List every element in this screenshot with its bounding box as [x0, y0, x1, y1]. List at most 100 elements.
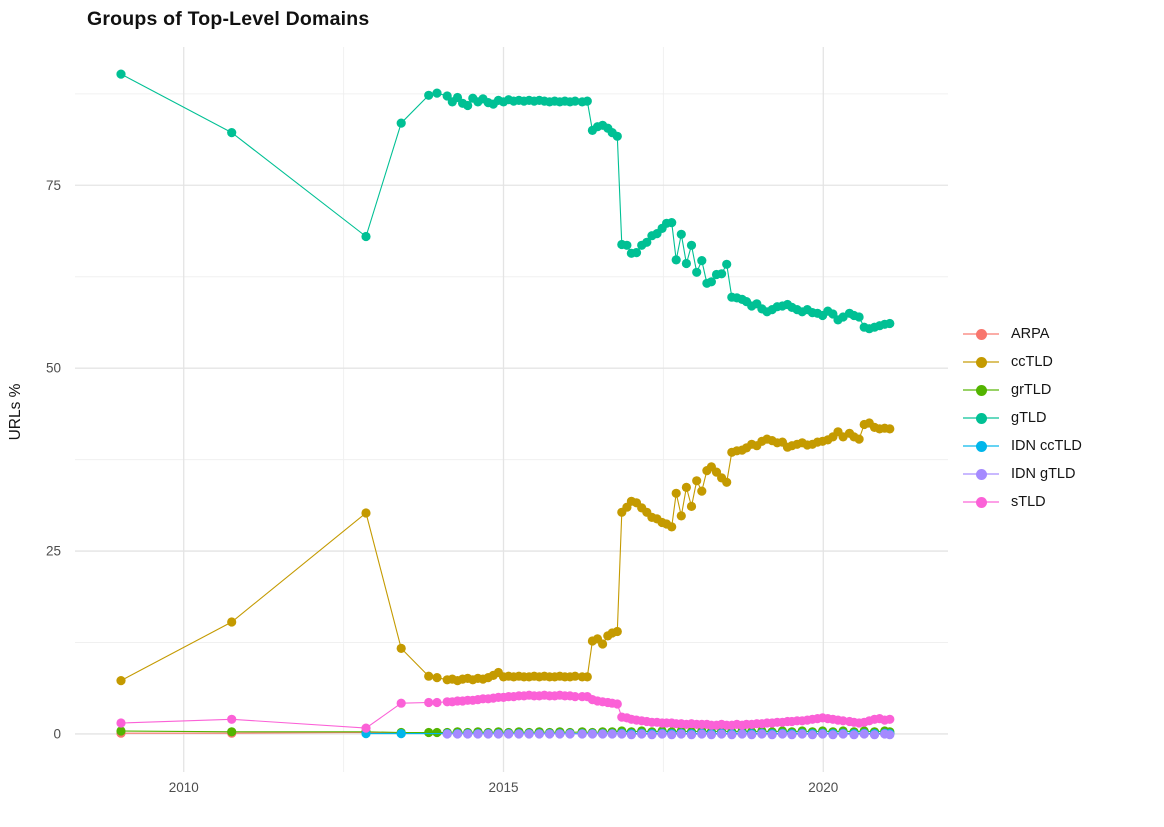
data-point: [647, 730, 657, 740]
data-point: [727, 730, 737, 740]
data-point: [849, 730, 859, 740]
data-point: [681, 258, 692, 269]
data-point: [442, 729, 452, 739]
data-point: [717, 269, 727, 279]
data-point: [686, 501, 697, 511]
data-point: [545, 729, 555, 739]
data-point: [767, 730, 777, 740]
legend-item-grtld: grTLD: [963, 376, 1163, 404]
data-point: [227, 128, 237, 138]
data-point: [667, 522, 677, 532]
data-point: [396, 643, 406, 654]
data-point: [582, 96, 592, 106]
legend-label: ARPA: [1011, 326, 1050, 342]
data-point: [885, 424, 895, 434]
data-point: [116, 676, 126, 686]
x-tick-label: 2010: [169, 780, 199, 795]
data-point: [676, 229, 686, 239]
data-point: [424, 697, 434, 708]
data-point: [565, 729, 575, 739]
data-point: [607, 729, 617, 739]
data-point: [787, 730, 797, 740]
data-point: [587, 729, 598, 739]
legend-item-idn-gtld: IDN gTLD: [963, 460, 1163, 488]
y-tick-label: 25: [46, 544, 61, 559]
data-point: [626, 730, 637, 740]
data-point: [854, 434, 864, 444]
data-point: [737, 729, 747, 739]
legend-key-icon: [963, 376, 999, 404]
data-point: [570, 96, 580, 106]
data-point: [697, 729, 707, 739]
legend-key-icon: [963, 348, 999, 376]
data-point: [681, 482, 692, 492]
data-point: [116, 69, 126, 79]
data-point: [667, 218, 677, 228]
series-cctld: [116, 418, 895, 686]
data-point: [432, 697, 442, 708]
data-point: [671, 255, 681, 265]
data-point: [859, 729, 869, 739]
data-point: [697, 256, 707, 266]
x-axis-ticks: 2010 2015 2020: [169, 780, 839, 795]
data-point: [637, 729, 647, 739]
data-point: [424, 90, 434, 100]
series-stld: [116, 690, 895, 733]
data-point: [396, 118, 406, 128]
legend-item-cctld: ccTLD: [963, 348, 1163, 376]
data-point: [676, 729, 686, 739]
x-tick-label: 2020: [808, 780, 838, 795]
data-point: [722, 259, 732, 269]
legend-item-gtld: gTLD: [963, 404, 1163, 432]
legend-label: IDN gTLD: [1011, 466, 1076, 482]
y-tick-label: 75: [46, 178, 61, 193]
legend-key-icon: [963, 404, 999, 432]
legend-item-arpa: ARPA: [963, 320, 1163, 348]
data-point: [885, 318, 895, 329]
data-point: [828, 730, 838, 740]
data-point: [612, 131, 622, 141]
data-point: [657, 729, 667, 739]
data-point: [612, 699, 622, 709]
y-axis-title: URLs %: [7, 383, 24, 440]
data-point: [432, 727, 442, 738]
data-point: [555, 729, 565, 739]
data-point: [116, 726, 126, 736]
data-point: [757, 729, 767, 739]
data-point: [885, 730, 895, 740]
legend-label: gTLD: [1011, 410, 1047, 426]
data-point: [854, 312, 864, 322]
data-point: [116, 718, 126, 728]
legend-label: grTLD: [1011, 382, 1052, 398]
data-point: [598, 729, 608, 739]
data-point: [667, 730, 677, 740]
data-point: [706, 277, 717, 287]
legend: ARPA ccTLD grTLD gTLD IDN ccTLD IDN gTLD sTLD: [963, 320, 1163, 516]
chart-title: Groups of Top-Level Domains: [87, 8, 370, 30]
data-point: [807, 730, 818, 740]
data-point: [686, 730, 697, 740]
data-point: [612, 626, 622, 637]
data-point: [631, 248, 642, 258]
legend-label: IDN ccTLD: [1011, 438, 1082, 454]
data-point: [747, 730, 757, 740]
x-tick-label: 2015: [488, 780, 518, 795]
data-point: [452, 729, 463, 739]
data-point: [686, 240, 697, 250]
series-idn-gtld: [442, 729, 895, 740]
y-tick-label: 0: [53, 726, 61, 741]
y-axis-ticks: 0 25 50 75: [46, 178, 61, 742]
data-point: [676, 511, 686, 521]
legend-label: sTLD: [1011, 494, 1046, 510]
data-point: [617, 729, 627, 739]
data-point: [692, 267, 702, 277]
data-point: [777, 729, 788, 739]
data-point: [424, 671, 434, 681]
legend-key-icon: [963, 432, 999, 460]
data-series: [116, 69, 895, 740]
data-point: [473, 729, 483, 739]
gridlines: [75, 47, 948, 772]
legend-key-icon: [963, 488, 999, 516]
data-point: [582, 672, 592, 682]
